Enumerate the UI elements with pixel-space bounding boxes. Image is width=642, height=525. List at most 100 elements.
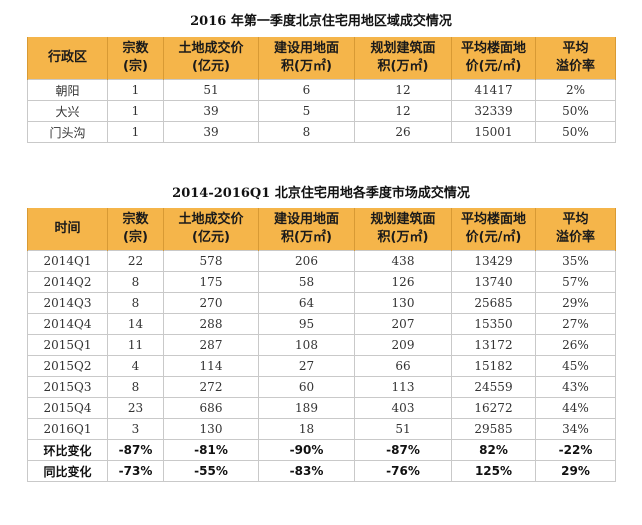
table2-summary-cell: -83%	[258, 460, 355, 482]
table1-cell: 6	[258, 79, 355, 101]
table2-summary-cell: -55%	[163, 460, 259, 482]
table2-cell: 60	[258, 376, 355, 398]
table2-cell: 44%	[535, 397, 616, 419]
table2-cell: 2014Q4	[27, 313, 108, 335]
table1-cell: 1	[107, 121, 164, 143]
table2-row: 2014Q1 22 578 206 438 13429 35%	[27, 250, 616, 272]
table2-cell: 130	[354, 292, 452, 314]
table2-summary-cell: 同比变化	[27, 460, 108, 482]
district-transactions-table: 行政区 宗数 (宗) 土地成交价 (亿元) 建设用地面 积(万㎡) 规划建筑面 积(万㎡) 平均楼…	[27, 37, 616, 143]
table2-cell: 13740	[451, 271, 536, 293]
table1-cell: 50%	[535, 100, 616, 122]
table2-cell: 108	[258, 334, 355, 356]
table1-header-cell: 宗数 (宗)	[107, 37, 164, 80]
table2-summary-cell: -87%	[354, 439, 452, 461]
table1-cell: 50%	[535, 121, 616, 143]
table2-cell: 34%	[535, 418, 616, 440]
table2-cell: 22	[107, 250, 164, 272]
quarterly-transactions-table: 时间 宗数 (宗) 土地成交价 (亿元) 建设用地面 积(万㎡) 规划建筑面 积(万㎡) 平均楼面…	[27, 208, 616, 482]
table2-cell: 66	[354, 355, 452, 377]
table2-summary-cell: 82%	[451, 439, 536, 461]
table1-cell: 51	[163, 79, 259, 101]
table2-cell: 29585	[451, 418, 536, 440]
table1-cell: 5	[258, 100, 355, 122]
table2-cell: 26%	[535, 334, 616, 356]
table2-cell: 15350	[451, 313, 536, 335]
table1-cell: 39	[163, 121, 259, 143]
table1-title: 2016 年第一季度北京住宅用地区域成交情况	[190, 14, 452, 29]
table2-cell: 438	[354, 250, 452, 272]
table2-cell: 58	[258, 271, 355, 293]
table1-header-cell: 行政区	[27, 37, 108, 80]
table2-cell: 8	[107, 376, 164, 398]
table2-cell: 113	[354, 376, 452, 398]
table2-cell: 18	[258, 418, 355, 440]
table2-cell: 64	[258, 292, 355, 314]
table2-cell: 2016Q1	[27, 418, 108, 440]
table2-cell: 27%	[535, 313, 616, 335]
table1-cell: 39	[163, 100, 259, 122]
table2-cell: 2015Q2	[27, 355, 108, 377]
table2-summary-row: 同比变化 -73% -55% -83% -76% 125% 29%	[27, 460, 616, 482]
table2-cell: 272	[163, 376, 259, 398]
table2-row: 2016Q1 3 130 18 51 29585 34%	[27, 418, 616, 440]
table2-cell: 2015Q1	[27, 334, 108, 356]
table2-cell: 2015Q4	[27, 397, 108, 419]
table2-cell: 209	[354, 334, 452, 356]
table2-cell: 25685	[451, 292, 536, 314]
table1-cell: 朝阳	[27, 79, 108, 101]
table1-header-cell: 平均 溢价率	[535, 37, 616, 80]
table2-summary-cell: 29%	[535, 460, 616, 482]
table2-cell: 29%	[535, 292, 616, 314]
table2-row: 2015Q2 4 114 27 66 15182 45%	[27, 355, 616, 377]
table2-row: 2014Q3 8 270 64 130 25685 29%	[27, 292, 616, 314]
table2-cell: 43%	[535, 376, 616, 398]
table2-cell: 287	[163, 334, 259, 356]
table2-cell: 207	[354, 313, 452, 335]
table2-header-cell: 平均 溢价率	[535, 208, 616, 251]
table2-cell: 35%	[535, 250, 616, 272]
table2-cell: 114	[163, 355, 259, 377]
table2-cell: 2014Q2	[27, 271, 108, 293]
table2-summary-cell: -22%	[535, 439, 616, 461]
table2-row: 2015Q4 23 686 189 403 16272 44%	[27, 397, 616, 419]
table2-cell: 126	[354, 271, 452, 293]
table2-row: 2015Q3 8 272 60 113 24559 43%	[27, 376, 616, 398]
table2-cell: 175	[163, 271, 259, 293]
table2-header-cell: 时间	[27, 208, 108, 251]
table2-cell: 11	[107, 334, 164, 356]
table2-cell: 51	[354, 418, 452, 440]
table1-cell: 26	[354, 121, 452, 143]
table1-cell: 大兴	[27, 100, 108, 122]
table1-row: 门头沟 1 39 8 26 15001 50%	[27, 121, 616, 143]
table2-row: 2015Q1 11 287 108 209 13172 26%	[27, 334, 616, 356]
table2-header-cell: 规划建筑面 积(万㎡)	[354, 208, 452, 251]
table1-row: 朝阳 1 51 6 12 41417 2%	[27, 79, 616, 101]
table2-cell: 45%	[535, 355, 616, 377]
table2-cell: 95	[258, 313, 355, 335]
table2-cell: 13172	[451, 334, 536, 356]
table2-cell: 288	[163, 313, 259, 335]
table2-cell: 130	[163, 418, 259, 440]
table2-cell: 24559	[451, 376, 536, 398]
table1-cell: 1	[107, 100, 164, 122]
table2-cell: 270	[163, 292, 259, 314]
table2-cell: 14	[107, 313, 164, 335]
table2-cell: 206	[258, 250, 355, 272]
table1-cell: 1	[107, 79, 164, 101]
table2-cell: 27	[258, 355, 355, 377]
table1-cell: 12	[354, 100, 452, 122]
table2-summary-cell: -76%	[354, 460, 452, 482]
table1-cell: 32339	[451, 100, 536, 122]
table2-cell: 2014Q3	[27, 292, 108, 314]
table2-summary-cell: -90%	[258, 439, 355, 461]
table1-cell: 12	[354, 79, 452, 101]
table2-summary-row: 环比变化 -87% -81% -90% -87% 82% -22%	[27, 439, 616, 461]
table2-header-cell: 平均楼面地 价(元/㎡)	[451, 208, 536, 251]
table2-cell: 8	[107, 292, 164, 314]
table2-summary-cell: -81%	[163, 439, 259, 461]
table1-cell: 15001	[451, 121, 536, 143]
table2-summary-cell: -87%	[107, 439, 164, 461]
table2-cell: 4	[107, 355, 164, 377]
table1-header-cell: 平均楼面地 价(元/㎡)	[451, 37, 536, 80]
